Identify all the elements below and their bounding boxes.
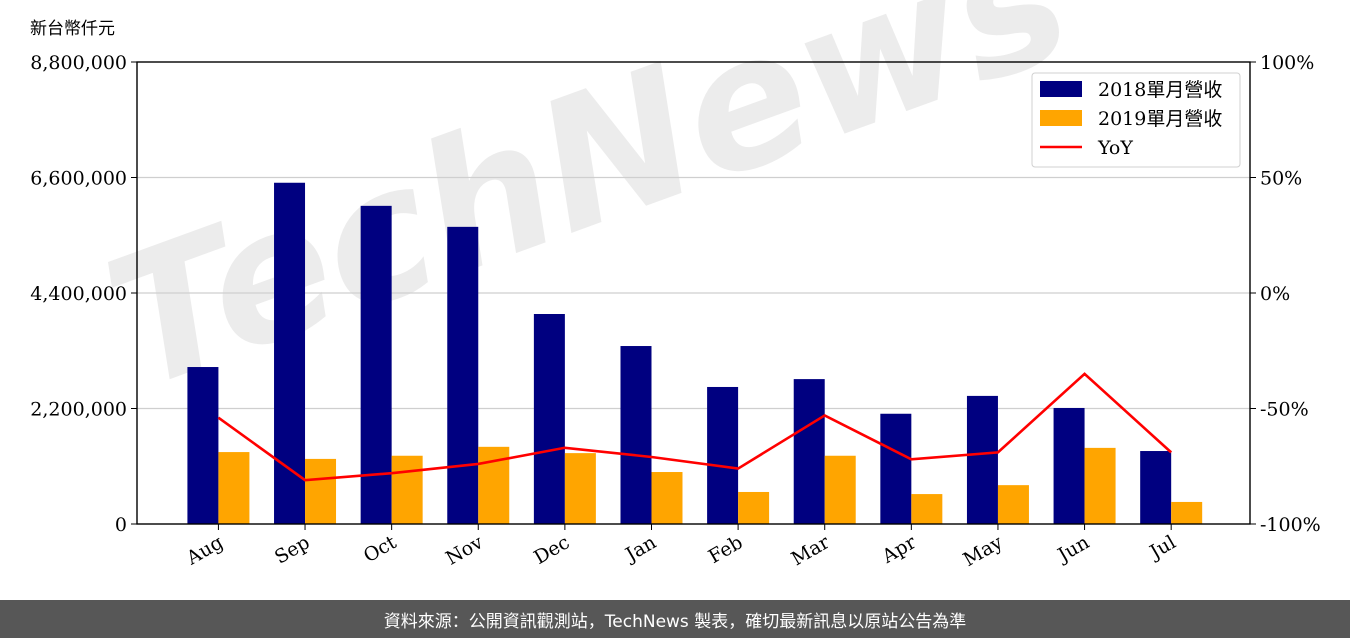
x-tick-label-Dec: Dec	[530, 531, 573, 569]
y-tick-label-left: 8,800,000	[30, 52, 127, 74]
bar-2018-Sep	[274, 182, 306, 524]
bar-2018-May	[966, 395, 998, 524]
y-tick-label-right: 100%	[1260, 52, 1314, 74]
legend: 2018單月營收 2019單月營收 YoY	[1031, 72, 1241, 168]
bar-2019-Jul	[1171, 501, 1203, 524]
bar-2018-Nov	[447, 226, 479, 524]
x-tick-label-Jan: Jan	[620, 531, 660, 567]
legend-label: 2018單月營收	[1098, 79, 1222, 101]
x-tick-label-Jun: Jun	[1053, 531, 1094, 567]
yoy-line	[217, 372, 1173, 482]
x-tick-label-Oct: Oct	[360, 531, 401, 567]
y-tick-label-left: 4,400,000	[30, 283, 127, 305]
y-tick-label-left: 6,600,000	[30, 168, 127, 190]
bar-2018-Jan	[620, 346, 652, 524]
bar-2019-Oct	[391, 455, 423, 524]
bar-2018-Jul	[1140, 451, 1172, 524]
bar-2018-Apr	[880, 413, 912, 524]
bar-2018-Mar	[793, 379, 825, 524]
bar-2019-Jun	[1084, 447, 1116, 524]
legend-label: YoY	[1097, 137, 1133, 159]
x-tick-label-Feb: Feb	[705, 531, 747, 568]
legend-swatch	[1040, 110, 1082, 126]
bar-2019-Aug	[218, 452, 250, 524]
y-tick-label-left: 0	[115, 514, 127, 536]
revenue-chart: TechNews 0 2,200,000 4,400,000 6,600,000 8,80…	[30, 0, 1321, 571]
y-tick-label-right: 50%	[1260, 168, 1302, 190]
bar-2018-Jun	[1053, 407, 1085, 524]
x-tick-label-Aug: Aug	[182, 531, 227, 570]
legend-swatch	[1040, 81, 1082, 97]
bar-2019-Apr	[911, 494, 943, 524]
legend-box	[1031, 72, 1241, 168]
bar-2018-Aug	[187, 367, 219, 524]
source-footer: 資料來源：公開資訊觀測站，TechNews 製表，確切最新訊息以原站公告為準	[0, 600, 1350, 638]
bar-2018-Dec	[533, 314, 565, 524]
plot-frame	[136, 61, 1251, 525]
x-tick-label-Nov: Nov	[442, 531, 487, 570]
x-tick-label-Jul: Jul	[1144, 531, 1179, 564]
bar-2019-Jan	[651, 472, 683, 524]
bar-2018-Feb	[707, 386, 739, 524]
watermark-logo: TechNews	[83, 0, 1094, 430]
bar-2019-Sep	[305, 458, 337, 524]
bar-2019-May	[997, 485, 1029, 524]
left-axis-unit-label: 新台幣仟元	[30, 19, 115, 39]
x-tick-label-Sep: Sep	[271, 531, 314, 568]
y-tick-label-right: -50%	[1260, 399, 1309, 421]
bar-2018-Oct	[360, 205, 392, 524]
x-tick-label-May: May	[959, 531, 1006, 571]
bar-2019-Dec	[564, 453, 596, 524]
bar-2019-Mar	[824, 455, 856, 524]
y-tick-label-right: 0%	[1260, 283, 1290, 305]
legend-label: 2019單月營收	[1098, 108, 1222, 130]
x-tick-label-Apr: Apr	[878, 531, 921, 568]
bar-2019-Feb	[738, 491, 770, 524]
y-tick-label-left: 2,200,000	[30, 399, 127, 421]
x-tick-label-Mar: Mar	[788, 531, 834, 570]
y-tick-label-right: -100%	[1260, 514, 1321, 536]
